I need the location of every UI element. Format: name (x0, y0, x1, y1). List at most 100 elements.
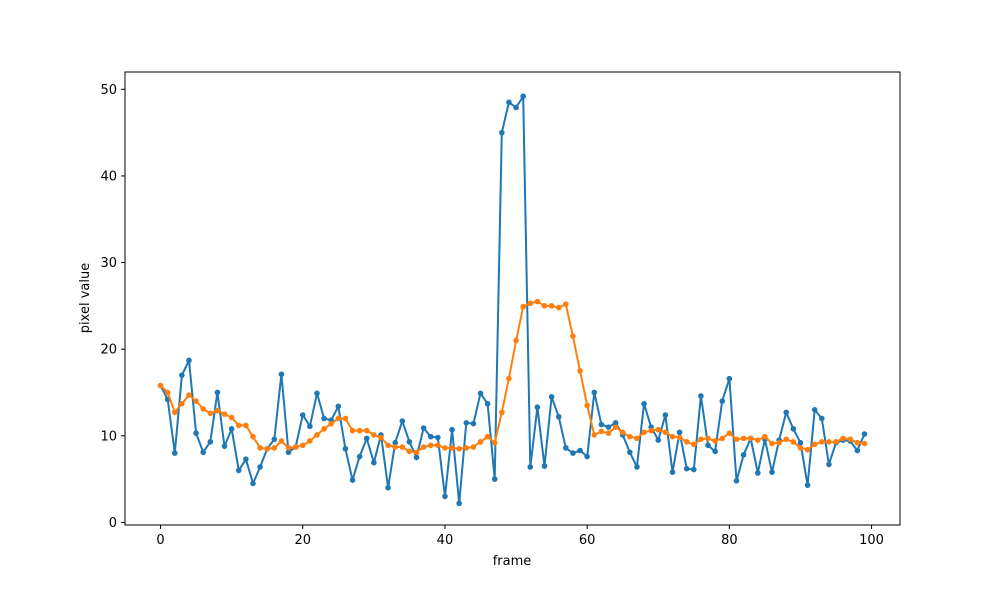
data-point (754, 437, 761, 443)
data-point (250, 480, 256, 487)
y-tick-label: 50 (100, 83, 117, 98)
data-point (349, 427, 356, 434)
data-point (214, 407, 221, 414)
data-point (726, 430, 733, 436)
data-point (683, 465, 690, 472)
data-point (477, 439, 484, 445)
data-point (818, 439, 825, 445)
data-point (406, 439, 413, 445)
data-point (171, 450, 178, 456)
data-point (506, 99, 512, 106)
data-point (484, 433, 491, 440)
data-point (826, 461, 832, 468)
data-point (392, 439, 398, 446)
data-point (221, 443, 228, 449)
y-tick-label: 20 (100, 343, 117, 358)
data-point (733, 436, 740, 443)
data-point (534, 404, 541, 411)
x-axis-label: frame (493, 554, 532, 569)
data-point (200, 406, 207, 412)
y-tick-label: 0 (109, 516, 117, 531)
data-point (385, 442, 391, 449)
data-point (627, 433, 633, 440)
data-point (861, 440, 868, 447)
data-point (520, 93, 526, 100)
data-point (271, 436, 278, 443)
series-0 (157, 92, 868, 507)
data-point (527, 464, 534, 470)
data-point (235, 467, 242, 474)
data-point (790, 426, 797, 432)
data-point (278, 438, 285, 444)
data-point (164, 389, 171, 396)
data-point (456, 445, 462, 452)
data-point (769, 469, 775, 475)
data-point (299, 442, 306, 449)
data-point (250, 433, 256, 440)
data-point (470, 420, 477, 427)
y-tick-label: 30 (100, 256, 117, 271)
data-point (641, 429, 647, 436)
x-tick-label: 40 (437, 533, 454, 548)
x-tick-label: 100 (859, 533, 884, 548)
data-point (449, 426, 455, 433)
data-point (264, 445, 271, 452)
data-point (491, 476, 498, 482)
data-point (747, 435, 754, 442)
data-point (563, 445, 569, 451)
data-point (207, 439, 214, 445)
data-point (733, 478, 740, 484)
data-point (385, 484, 391, 491)
x-tick-label: 20 (294, 533, 311, 548)
data-point (442, 445, 448, 451)
data-point (356, 453, 363, 460)
data-point (534, 298, 541, 305)
data-point (669, 469, 676, 475)
data-point (591, 432, 598, 438)
data-point (797, 439, 804, 446)
data-point (314, 390, 320, 397)
data-point (193, 398, 199, 404)
data-point (619, 429, 626, 436)
data-point (612, 419, 619, 426)
data-point (705, 435, 711, 442)
data-point (691, 466, 697, 473)
data-point (179, 372, 185, 378)
data-point (833, 439, 839, 445)
data-point (754, 470, 761, 476)
data-point (235, 422, 242, 429)
data-point (818, 415, 825, 422)
data-point (826, 439, 832, 445)
data-point (193, 430, 199, 436)
data-point (463, 419, 470, 426)
data-point (655, 426, 662, 433)
data-point (243, 456, 249, 462)
data-point (307, 438, 313, 444)
data-point (769, 440, 775, 447)
data-point (349, 477, 356, 483)
data-point (548, 394, 555, 400)
data-point (228, 426, 235, 432)
data-point (243, 422, 249, 429)
data-point (157, 382, 164, 389)
data-point (406, 448, 413, 455)
data-point (811, 441, 818, 448)
data-point (442, 493, 448, 500)
data-point (335, 415, 342, 422)
data-point (491, 439, 498, 446)
data-point (271, 445, 278, 451)
data-point (655, 437, 662, 443)
data-point (740, 435, 747, 442)
plot-frame (124, 71, 901, 526)
data-point (719, 435, 726, 442)
data-point (499, 129, 505, 136)
y-axis-label: pixel value (78, 263, 93, 333)
data-point (811, 407, 818, 413)
data-point (570, 450, 576, 456)
data-point (854, 439, 861, 446)
plot-marks (157, 92, 868, 507)
data-point (669, 433, 676, 440)
data-point (762, 433, 768, 440)
data-point (719, 398, 726, 404)
data-point (171, 409, 178, 416)
